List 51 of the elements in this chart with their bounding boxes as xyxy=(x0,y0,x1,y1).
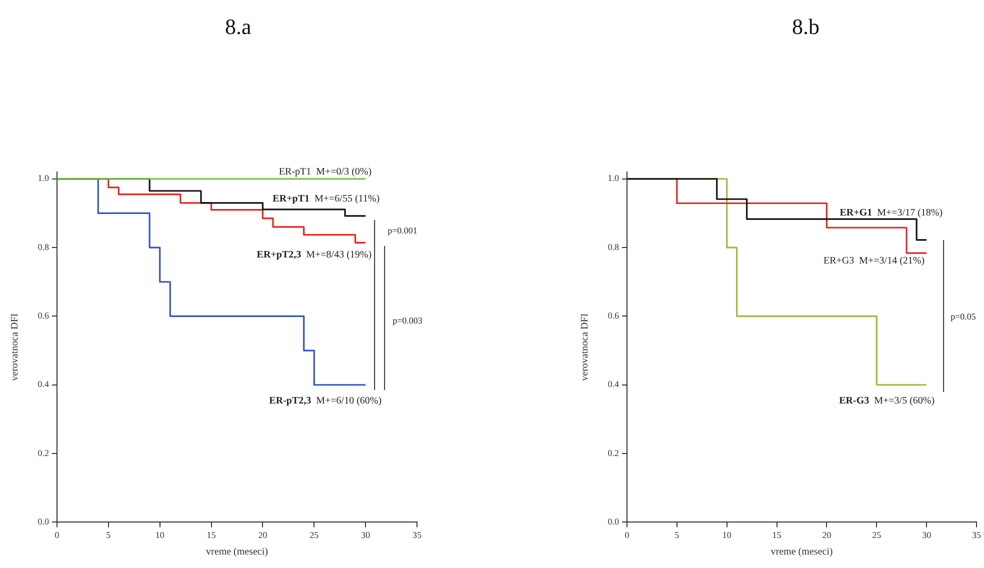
annotation: M+=6/55 (11%) xyxy=(314,194,380,205)
y-tick-label: 0.0 xyxy=(38,516,50,527)
annotation: M+=3/17 (18%) xyxy=(877,208,943,219)
x-tick-label: 15 xyxy=(772,530,782,540)
annotation: M+=3/14 (21%) xyxy=(859,256,925,267)
x-tick-label: 10 xyxy=(722,530,732,540)
x-tick-label: 15 xyxy=(206,530,216,540)
y-tick-label: 0.2 xyxy=(608,448,619,458)
x-tick-label: 20 xyxy=(822,530,832,540)
x-tick-label: 0 xyxy=(54,530,60,540)
y-tick-label: 0.8 xyxy=(38,242,50,252)
y-tick-label: 0.4 xyxy=(608,379,620,390)
y-tick-label: 1.0 xyxy=(38,173,50,184)
x-axis-title: vreme (meseci) xyxy=(770,546,833,558)
y-tick-label: 0.6 xyxy=(608,310,620,321)
y-tick-label: 0.0 xyxy=(608,516,620,527)
x-tick-label: 35 xyxy=(972,530,982,540)
y-axis-title: verovatnoca DFI xyxy=(10,313,21,381)
series-label: ER+G1 xyxy=(840,208,872,219)
y-tick-label: 0.8 xyxy=(608,242,620,252)
series-label: ER+pT2,3 xyxy=(256,249,302,260)
y-tick-label: 0.2 xyxy=(38,448,49,458)
annotation: M+=8/43 (19%) xyxy=(306,249,372,260)
x-tick-label: 25 xyxy=(872,530,882,540)
x-axis-title: vreme (meseci) xyxy=(206,546,268,558)
y-axis-title: verovatnoca DFI xyxy=(580,313,591,381)
x-tick-label: 0 xyxy=(624,530,630,540)
series-label: ER+pT1 xyxy=(272,194,310,205)
x-tick-label: 30 xyxy=(361,530,371,540)
y-tick-label: 0.4 xyxy=(38,379,50,390)
annotation: p=0.05 xyxy=(950,311,976,322)
series-label: ER-G3 xyxy=(839,395,870,406)
x-tick-label: 30 xyxy=(922,530,932,540)
chart-title: 8.a xyxy=(225,14,252,40)
y-tick-label: 0.6 xyxy=(38,310,50,321)
annotation: p=0.003 xyxy=(392,315,423,326)
annotation: p=0.001 xyxy=(388,225,418,236)
series-label: ER-pT1 xyxy=(278,166,312,178)
x-tick-label: 20 xyxy=(258,530,268,540)
annotation: M+=6/10 (60%) xyxy=(316,395,382,406)
annotation: M+=0/3 (0%) xyxy=(316,166,372,178)
x-tick-label: 25 xyxy=(310,530,320,540)
x-tick-label: 5 xyxy=(106,530,112,540)
x-tick-label: 35 xyxy=(412,530,422,540)
text: ER+G3 xyxy=(823,256,854,267)
annotation: M+=3/5 (60%) xyxy=(874,395,935,406)
chart-title: 8.b xyxy=(792,14,820,40)
series-label: ER-pT2,3 xyxy=(269,395,312,406)
y-tick-label: 1.0 xyxy=(608,173,620,184)
x-tick-label: 10 xyxy=(155,530,165,540)
x-tick-label: 5 xyxy=(674,530,680,540)
